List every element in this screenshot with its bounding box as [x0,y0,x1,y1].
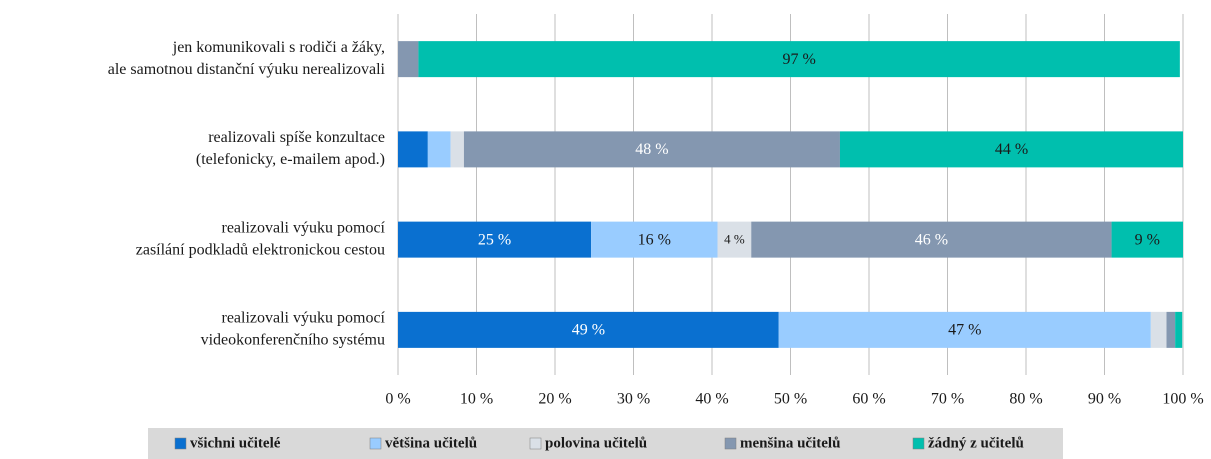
data-label: 97 % [782,51,815,68]
x-tick-label: 30 % [617,391,650,408]
category-label: realizovali výuku pomocí [221,310,385,327]
x-tick-label: 40 % [695,391,728,408]
bar-segment [398,41,419,78]
category-label: jen komunikovali s rodiči a žáky, [172,39,385,56]
data-label: 46 % [915,231,948,248]
data-label: 4 % [724,232,745,247]
category-label: zasílání podkladů elektronickou cestou [136,241,385,258]
bar-segment [1175,311,1183,348]
data-label: 25 % [478,231,511,248]
x-tick-label: 90 % [1088,391,1121,408]
legend-label: všichni učitelé [190,435,281,451]
bar-segment [398,221,592,258]
legend-swatch [369,437,382,450]
bar-segment [1166,311,1176,348]
bar-segment [591,221,718,258]
legend-label: menšina učitelů [740,435,840,451]
data-label: 9 % [1135,231,1160,248]
bar-segment [839,131,1183,168]
x-tick-label: 70 % [931,391,964,408]
legend-label: většina učitelů [385,435,477,451]
x-tick-label: 60 % [852,391,885,408]
legend-label: žádný z učitelů [928,435,1024,451]
bar-segment [398,131,428,168]
x-tick-label: 80 % [1009,391,1042,408]
bar-segment [427,131,451,168]
bar-segment [418,41,1180,78]
bar-segment [463,131,840,168]
bar-segment [450,131,464,168]
data-label: 44 % [995,141,1028,158]
x-tick-label: 100 % [1162,391,1203,408]
category-label: realizovali výuku pomocí [221,219,385,236]
bar-segment [398,311,779,348]
category-label: (telefonicky, e-mailem apod.) [196,151,385,168]
legend-swatch [912,437,925,450]
category-label: ale samotnou distanční výuku nerealizova… [108,61,386,78]
legend-swatch [174,437,187,450]
x-tick-label: 0 % [385,391,410,408]
bar-segment [1111,221,1183,258]
category-label: videokonferenčního systému [201,332,385,349]
bar-segment [717,221,752,258]
legend-swatch [724,437,737,450]
bar-segment [751,221,1112,258]
data-label: 48 % [635,141,668,158]
legend-background [148,428,1063,459]
x-tick-label: 20 % [538,391,571,408]
data-label: 47 % [948,322,981,339]
data-label: 16 % [638,231,671,248]
legend-label: polovina učitelů [545,435,647,451]
legend-swatch [529,437,542,450]
bar-segment [778,311,1151,348]
category-label: realizovali spíše konzultace [208,129,385,146]
data-label: 49 % [572,322,605,339]
bar-segment [1150,311,1167,348]
x-tick-label: 10 % [460,391,493,408]
x-tick-label: 50 % [774,391,807,408]
